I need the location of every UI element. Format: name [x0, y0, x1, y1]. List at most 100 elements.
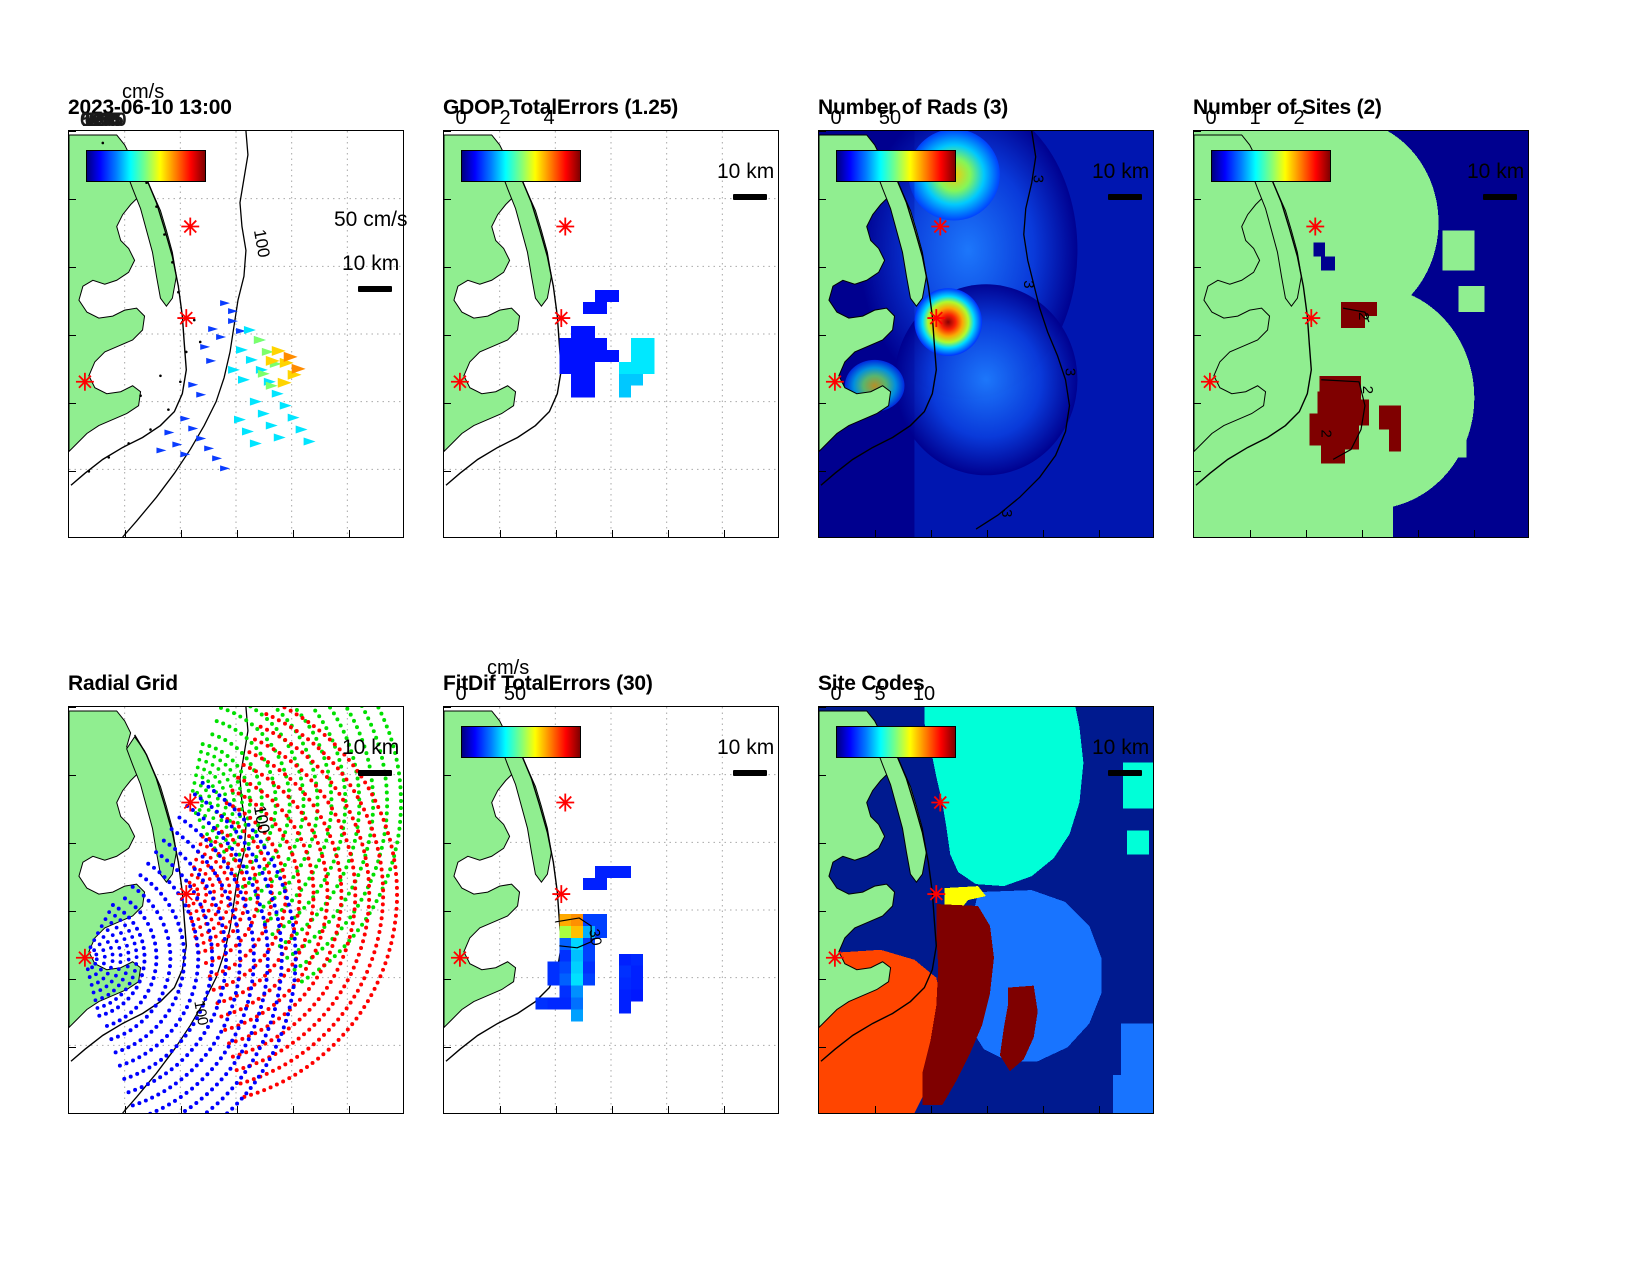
- colorbar-tick-label: 5: [874, 683, 886, 705]
- coastline: [71, 159, 186, 485]
- barrier-islands: [502, 737, 552, 882]
- distance-scale-label: 10 km: [717, 736, 775, 759]
- vector-scale-label: 50 cm/s: [334, 208, 408, 231]
- colorbar-gradient: [836, 150, 956, 182]
- colorbar-site-codes[interactable]: 0 5 10: [830, 683, 956, 758]
- svg-text:3: 3: [1030, 175, 1046, 183]
- contour-30: [555, 918, 591, 948]
- distance-scale-label: 10 km: [1467, 160, 1525, 183]
- distance-scale-label: 10 km: [1092, 160, 1150, 183]
- svg-text:3: 3: [998, 509, 1014, 517]
- map-axes-site-codes[interactable]: 37°N 30' 36°N 30' 35°N 30' 34°N 30' 76°W…: [818, 706, 1154, 1114]
- map-graphics-sites: 2 2 2: [1194, 131, 1528, 537]
- colorbar-gradient: [461, 150, 581, 182]
- land-polygon: [819, 711, 895, 1027]
- map-graphics-fitdif: 30: [444, 707, 778, 1113]
- scale-bar: [1108, 194, 1142, 200]
- colorbar-gdop[interactable]: 0 2 4: [455, 107, 581, 182]
- barrier-islands: [127, 161, 177, 306]
- coastline: [71, 735, 186, 1061]
- colorbar-tick-label: 0: [1205, 107, 1217, 129]
- colorbar-totals[interactable]: cm/s 0 5 10 15 20 25 30 35 40 45 50: [80, 81, 206, 182]
- fitdif-raster: [535, 866, 643, 1022]
- distance-scale-label: 10 km: [717, 160, 775, 183]
- colorbar-gradient: [1211, 150, 1331, 182]
- colorbar-unit-label: cm/s: [122, 81, 165, 103]
- radial-points-site-central: [186, 707, 400, 1099]
- colorbar-tick-label: 2: [499, 107, 511, 129]
- contour-labels: 2 2 2: [1317, 312, 1375, 438]
- map-graphics-rads: 3 3 3 3: [819, 131, 1153, 537]
- radar-site-markers: [1201, 218, 1324, 391]
- colorbar-tick-label: 0: [455, 683, 467, 705]
- map-graphics-gdop: [444, 131, 778, 537]
- coastline: [821, 159, 936, 485]
- land-polygon: [1194, 135, 1270, 451]
- scale-bar: [1108, 770, 1142, 776]
- map-axes-rads[interactable]: 3 3 3 3 37°N 30' 36°N 30' 35°N 30' 34°N …: [818, 130, 1154, 538]
- scale-bar: [733, 194, 767, 200]
- svg-text:3: 3: [1020, 280, 1036, 288]
- scale-bar: [733, 770, 767, 776]
- colorbar-unit-label: cm/s: [487, 657, 530, 679]
- colorbar-tick-label: 50: [878, 107, 902, 129]
- radar-site-markers: [451, 794, 574, 967]
- coastline: [1196, 159, 1311, 485]
- map-axes-radial-grid[interactable]: 100 100 37°N 30' 36°N 30' 35°N 30' 34°N …: [68, 706, 404, 1114]
- svg-text:2: 2: [1317, 430, 1333, 438]
- radar-site-markers: [826, 794, 949, 967]
- coastline: [821, 735, 936, 1061]
- scale-bar: [1483, 194, 1517, 200]
- colorbar-tick-label: 4: [543, 107, 555, 129]
- svg-text:3: 3: [1062, 368, 1078, 376]
- map-axes-sites[interactable]: 2 2 2 37°N 30' 36°N 30' 35°N 30' 34°N 30…: [1193, 130, 1529, 538]
- radar-site-markers: [451, 218, 574, 391]
- barrier-islands: [502, 161, 552, 306]
- colorbar-gradient: [86, 150, 206, 182]
- colorbar-tick-label: 1: [1249, 107, 1261, 129]
- svg-text:2: 2: [1355, 312, 1371, 320]
- bathymetry-contour-100: [123, 131, 248, 537]
- land-polygon: [819, 135, 895, 451]
- map-axes-fitdif[interactable]: 30 37°N 30' 36°N 30' 35°N 30' 34°N 30' 7…: [443, 706, 779, 1114]
- colorbar-tick-label: 0: [830, 683, 842, 705]
- contour-label-100: 100: [250, 228, 274, 259]
- map-axes-totals[interactable]: 100 37°N 30' 36°N 30' 35°N 30' 34°N 30' …: [68, 130, 404, 538]
- colorbar-rads[interactable]: 0 50: [830, 107, 956, 182]
- colorbar-tick-label: 10: [912, 683, 936, 705]
- colorbar-gradient: [461, 726, 581, 758]
- contour-label-100: 100: [250, 804, 274, 835]
- gdop-raster: [559, 290, 655, 398]
- radial-points-site-south: [85, 780, 298, 1113]
- map-graphics-site-codes: [819, 707, 1153, 1113]
- contour-3: [976, 131, 1069, 529]
- contour-label-30: 30: [585, 928, 604, 947]
- land-polygon: [69, 711, 145, 1027]
- land-polygon: [444, 135, 520, 451]
- map-graphics-totals: 100: [69, 131, 403, 537]
- scale-bar: [358, 286, 392, 292]
- radar-site-markers: [826, 218, 949, 391]
- scale-bar: [358, 770, 392, 776]
- contour-2b: [1321, 380, 1365, 460]
- colorbar-sites[interactable]: 0 1 2: [1205, 107, 1331, 182]
- colorbar-tick-label: 0: [455, 107, 467, 129]
- map-axes-gdop[interactable]: 37°N 30' 36°N 30' 35°N 30' 34°N 30' 76°W…: [443, 130, 779, 538]
- land-polygon: [69, 135, 145, 451]
- current-vectors: [156, 300, 316, 472]
- map-graphics-radial-grid: 100 100: [69, 707, 403, 1113]
- colorbar-tick-label: 2: [1293, 107, 1305, 129]
- colorbar-tick-label: 0: [830, 107, 842, 129]
- contour-labels: 3 3 3 3: [998, 175, 1078, 518]
- contour-2: [1343, 308, 1369, 322]
- colorbar-gradient: [836, 726, 956, 758]
- svg-text:2: 2: [1359, 386, 1375, 394]
- colorbar-tick-label: 50: [503, 683, 527, 705]
- radar-site-markers: [76, 794, 199, 967]
- contour-label-100b: 100: [190, 999, 210, 1026]
- distance-scale-label: 10 km: [342, 252, 400, 275]
- radar-site-markers: [76, 218, 199, 391]
- distance-scale-label: 10 km: [1092, 736, 1150, 759]
- colorbar-fitdif[interactable]: cm/s 0 50: [455, 657, 581, 758]
